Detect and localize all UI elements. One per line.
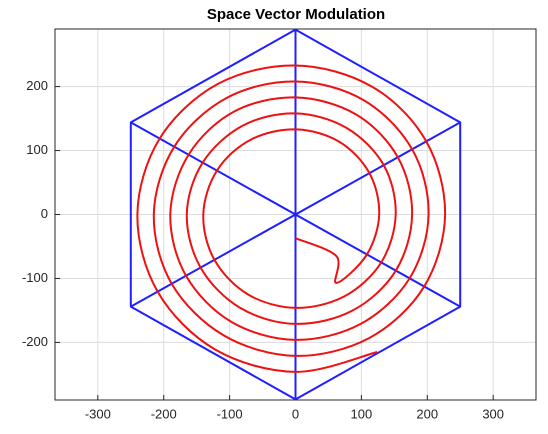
y-tick-label: 0: [41, 206, 48, 221]
x-tick-label: -300: [85, 406, 111, 421]
chart-title: Space Vector Modulation: [207, 6, 385, 23]
x-tick-label: -100: [217, 406, 243, 421]
y-tick-label: -200: [22, 334, 48, 349]
y-tick-label: 200: [26, 78, 48, 93]
x-tick-label: 300: [482, 406, 504, 421]
x-tick-label: -200: [151, 406, 177, 421]
x-tick-label: 0: [292, 406, 299, 421]
x-tick-label: 100: [351, 406, 373, 421]
x-tick-label: 200: [416, 406, 438, 421]
series-line: [129, 28, 462, 401]
y-tick-label: -100: [22, 270, 48, 285]
series-line: [136, 64, 447, 373]
y-tick-label: 100: [26, 142, 48, 157]
